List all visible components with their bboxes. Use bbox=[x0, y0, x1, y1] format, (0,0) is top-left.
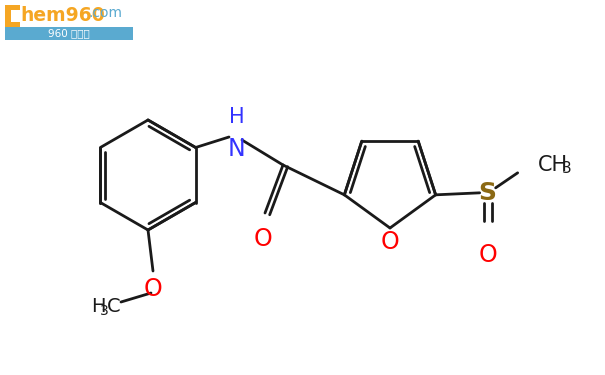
Text: .com: .com bbox=[89, 6, 123, 20]
Text: O: O bbox=[143, 277, 162, 301]
Text: H: H bbox=[91, 297, 105, 316]
Text: 960 化工网: 960 化工网 bbox=[48, 28, 90, 38]
Text: hem960: hem960 bbox=[20, 6, 105, 25]
Text: CH: CH bbox=[538, 155, 567, 175]
Text: C: C bbox=[107, 297, 120, 316]
Text: O: O bbox=[381, 230, 399, 254]
Text: N: N bbox=[228, 137, 246, 161]
Text: 3: 3 bbox=[561, 161, 571, 176]
Text: 3: 3 bbox=[100, 304, 109, 318]
Text: S: S bbox=[479, 181, 497, 205]
FancyBboxPatch shape bbox=[5, 27, 133, 40]
Text: H: H bbox=[229, 107, 245, 127]
Text: O: O bbox=[253, 227, 272, 251]
Polygon shape bbox=[5, 5, 20, 27]
Text: O: O bbox=[479, 243, 497, 267]
